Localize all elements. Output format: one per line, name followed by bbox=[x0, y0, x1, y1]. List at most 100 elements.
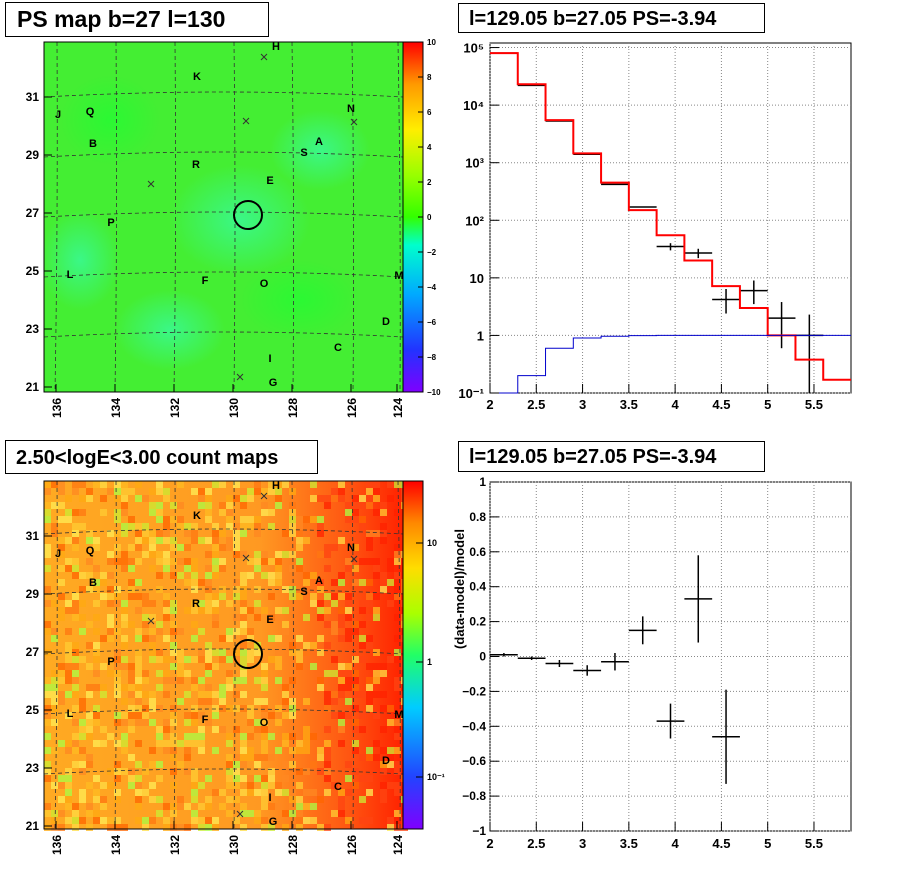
count-pixel bbox=[170, 572, 177, 579]
count-pixel bbox=[177, 558, 184, 565]
count-pixel bbox=[128, 663, 135, 670]
count-pixel bbox=[233, 579, 240, 586]
count-pixel bbox=[51, 670, 58, 677]
count-pixel bbox=[394, 635, 401, 642]
count-pixel bbox=[275, 747, 282, 754]
count-pixel bbox=[373, 488, 380, 495]
x-tick-label: 136 bbox=[50, 398, 64, 418]
count-pixel bbox=[149, 502, 156, 509]
count-pixel bbox=[275, 719, 282, 726]
count-pixel bbox=[219, 481, 226, 488]
count-pixel bbox=[163, 516, 170, 523]
count-pixel bbox=[198, 824, 205, 831]
count-pixel bbox=[317, 747, 324, 754]
cbar-tick-label: 4 bbox=[427, 143, 432, 152]
count-pixel bbox=[345, 628, 352, 635]
count-pixel bbox=[359, 775, 366, 782]
map-label-H: H bbox=[272, 480, 280, 492]
count-pixel bbox=[380, 579, 387, 586]
count-pixel bbox=[233, 530, 240, 537]
count-pixel bbox=[380, 761, 387, 768]
count-pixel bbox=[135, 537, 142, 544]
count-pixel bbox=[254, 516, 261, 523]
count-pixel bbox=[107, 824, 114, 831]
count-pixel bbox=[289, 796, 296, 803]
count-pixel bbox=[135, 628, 142, 635]
count-pixel bbox=[282, 789, 289, 796]
map-label-S: S bbox=[300, 586, 307, 598]
count-pixel bbox=[114, 663, 121, 670]
count-pixel bbox=[261, 712, 268, 719]
count-pixel bbox=[184, 733, 191, 740]
count-pixel bbox=[128, 593, 135, 600]
cbar-tick-label: −8 bbox=[427, 353, 437, 362]
count-pixel bbox=[373, 530, 380, 537]
count-pixel bbox=[324, 789, 331, 796]
map-label-A: A bbox=[315, 136, 323, 148]
count-pixel bbox=[219, 558, 226, 565]
count-pixel bbox=[79, 572, 86, 579]
count-pixel bbox=[366, 789, 373, 796]
count-pixel bbox=[226, 775, 233, 782]
count-pixel bbox=[184, 530, 191, 537]
count-pixel bbox=[359, 621, 366, 628]
count-pixel bbox=[121, 488, 128, 495]
count-pixel bbox=[324, 768, 331, 775]
count-pixel bbox=[324, 565, 331, 572]
count-pixel bbox=[44, 481, 51, 488]
count-pixel bbox=[114, 509, 121, 516]
count-pixel bbox=[93, 705, 100, 712]
count-pixel bbox=[191, 719, 198, 726]
count-pixel bbox=[254, 614, 261, 621]
count-pixel bbox=[240, 761, 247, 768]
count-pixel bbox=[72, 572, 79, 579]
count-pixel bbox=[58, 593, 65, 600]
count-pixel bbox=[303, 803, 310, 810]
count-pixel bbox=[233, 782, 240, 789]
count-pixel bbox=[345, 565, 352, 572]
count-pixel bbox=[240, 824, 247, 831]
count-pixel bbox=[240, 495, 247, 502]
y-tick-label: 10³ bbox=[465, 156, 484, 171]
count-pixel bbox=[100, 579, 107, 586]
count-pixel bbox=[345, 502, 352, 509]
spectrum-yticks: 10⁵ 10⁴ 10³ 10² 10 1 10⁻¹ bbox=[458, 41, 499, 401]
count-pixel bbox=[380, 747, 387, 754]
map-label-G: G bbox=[269, 377, 278, 389]
count-pixel bbox=[345, 593, 352, 600]
count-pixel bbox=[296, 782, 303, 789]
count-pixel bbox=[394, 789, 401, 796]
count-pixel bbox=[198, 747, 205, 754]
count-pixel bbox=[352, 691, 359, 698]
count-pixel bbox=[205, 551, 212, 558]
count-pixel bbox=[72, 614, 79, 621]
count-pixel bbox=[261, 488, 268, 495]
count-pixel bbox=[226, 796, 233, 803]
count-pixel bbox=[93, 810, 100, 817]
count-pixel bbox=[359, 502, 366, 509]
y-tick-label: 21 bbox=[26, 819, 40, 833]
count-pixel bbox=[72, 719, 79, 726]
count-pixel bbox=[394, 726, 401, 733]
count-pixel bbox=[212, 614, 219, 621]
map-label-B: B bbox=[89, 138, 97, 150]
count-pixel bbox=[289, 565, 296, 572]
count-pixel bbox=[86, 586, 93, 593]
count-pixel bbox=[233, 768, 240, 775]
count-pixel bbox=[114, 481, 121, 488]
count-pixel bbox=[72, 817, 79, 824]
count-pixel bbox=[72, 523, 79, 530]
count-pixel bbox=[254, 649, 261, 656]
count-pixel bbox=[212, 621, 219, 628]
x-tick-label: 128 bbox=[286, 398, 300, 418]
count-pixel bbox=[135, 761, 142, 768]
count-pixel bbox=[198, 649, 205, 656]
count-pixel bbox=[65, 691, 72, 698]
count-pixel bbox=[205, 656, 212, 663]
count-pixel bbox=[163, 817, 170, 824]
count-pixel bbox=[149, 656, 156, 663]
count-pixel bbox=[107, 628, 114, 635]
count-pixel bbox=[205, 495, 212, 502]
count-pixel bbox=[331, 579, 338, 586]
count-pixel bbox=[275, 551, 282, 558]
